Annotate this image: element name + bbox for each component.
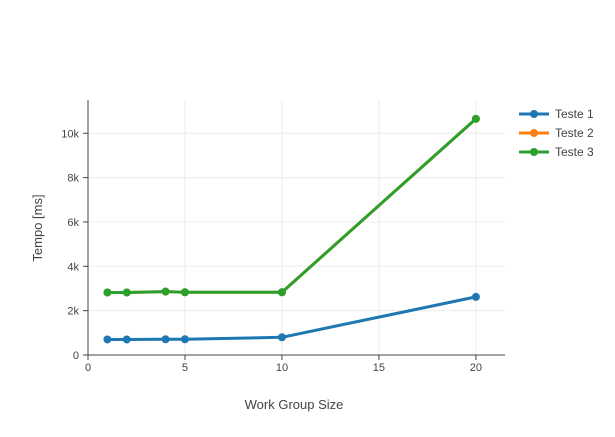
- x-ticks: 0 5 10 15 20: [85, 355, 482, 374]
- x-tick-label: 10: [276, 362, 288, 374]
- y-tick-label: 10k: [61, 128, 79, 140]
- legend-item[interactable]: Teste 1: [519, 107, 594, 121]
- legend-swatch-marker: [530, 148, 538, 156]
- legend[interactable]: Teste 1 Teste 2 Teste 3: [519, 107, 594, 159]
- series-teste-3: [103, 115, 480, 297]
- legend-label: Teste 1: [555, 107, 594, 121]
- data-point[interactable]: [123, 288, 131, 296]
- axes: [88, 100, 505, 355]
- series-line: [107, 297, 476, 340]
- x-tick-label: 5: [182, 362, 188, 374]
- legend-item[interactable]: Teste 3: [519, 145, 594, 159]
- data-point[interactable]: [278, 333, 286, 341]
- legend-swatch-marker: [530, 110, 538, 118]
- data-point[interactable]: [162, 335, 170, 343]
- data-point[interactable]: [472, 115, 480, 123]
- data-point[interactable]: [181, 335, 189, 343]
- legend-item[interactable]: Teste 2: [519, 126, 594, 140]
- y-ticks: 0 2k 4k 6k 8k 10k: [61, 128, 88, 362]
- y-axis-title: Tempo [ms]: [30, 194, 45, 261]
- y-tick-label: 2k: [67, 306, 79, 318]
- data-point[interactable]: [103, 335, 111, 343]
- x-axis-title: Work Group Size: [245, 397, 344, 412]
- y-tick-label: 0: [73, 350, 79, 362]
- x-tick-label: 20: [470, 362, 482, 374]
- data-point[interactable]: [162, 288, 170, 296]
- x-tick-label: 0: [85, 362, 91, 374]
- legend-label: Teste 2: [555, 126, 594, 140]
- legend-label: Teste 3: [555, 145, 594, 159]
- y-tick-label: 4k: [67, 261, 79, 273]
- data-point[interactable]: [123, 335, 131, 343]
- series-teste-2: [103, 115, 480, 297]
- data-point[interactable]: [103, 288, 111, 296]
- series: [103, 115, 480, 344]
- legend-swatch-marker: [530, 129, 538, 137]
- data-point[interactable]: [181, 288, 189, 296]
- grid: [88, 100, 505, 355]
- data-point[interactable]: [278, 288, 286, 296]
- y-tick-label: 6k: [67, 217, 79, 229]
- y-tick-label: 8k: [67, 173, 79, 185]
- series-teste-1: [103, 293, 480, 344]
- data-point[interactable]: [472, 293, 480, 301]
- x-tick-label: 15: [373, 362, 385, 374]
